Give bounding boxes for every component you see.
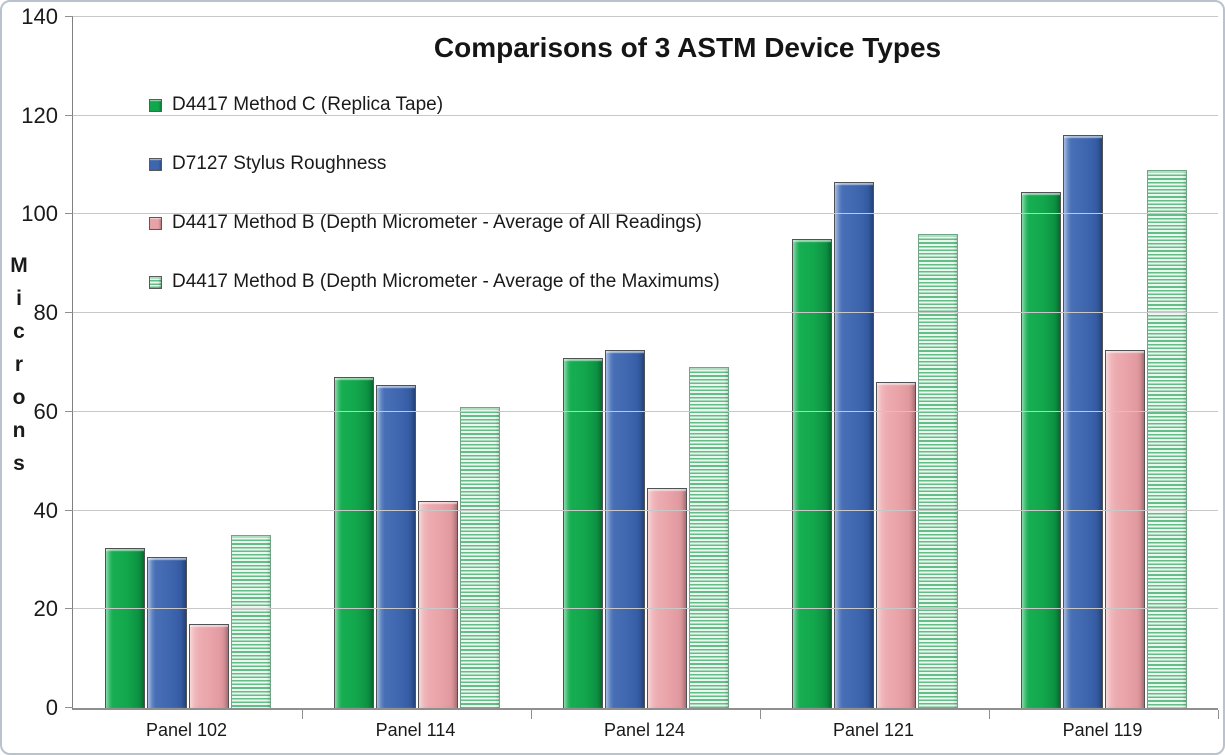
y-tick-label: 120 bbox=[21, 102, 58, 128]
x-tick-mark bbox=[302, 710, 303, 719]
y-tick-mark bbox=[65, 707, 73, 708]
y-tick-label: 60 bbox=[33, 398, 58, 424]
legend-swatch bbox=[149, 98, 162, 112]
x-tick-mark bbox=[760, 710, 761, 719]
y-axis-labels: 0 20 40 60 80 100 120 140 bbox=[2, 6, 58, 719]
legend-label: D4417 Method C (Replica Tape) bbox=[172, 94, 444, 115]
bar bbox=[791, 239, 832, 708]
bar bbox=[1104, 350, 1145, 708]
y-axis-title: M i c r o n s bbox=[10, 254, 28, 475]
x-category-label: Panel 102 bbox=[145, 720, 228, 740]
y-tick-mark bbox=[65, 312, 73, 314]
bar bbox=[646, 488, 687, 708]
legend-label: D7127 Stylus Roughness bbox=[172, 153, 387, 174]
bar bbox=[146, 557, 187, 708]
y-tick-mark bbox=[65, 509, 73, 511]
legend-row: D4417 Method B (Depth Micrometer - Avera… bbox=[149, 212, 720, 233]
y-tick-mark bbox=[65, 114, 73, 116]
x-tick-mark bbox=[1218, 710, 1219, 719]
y-tick-label: 0 bbox=[45, 695, 58, 720]
x-category-label: Panel 119 bbox=[1062, 720, 1143, 740]
gridline bbox=[73, 114, 1218, 116]
bar bbox=[688, 367, 729, 708]
y-tick-mark bbox=[65, 213, 73, 215]
bar bbox=[1146, 170, 1187, 708]
bar bbox=[1020, 192, 1061, 708]
legend-row: D4417 Method B (Depth Micrometer - Avera… bbox=[149, 271, 720, 292]
x-category-label: Panel 114 bbox=[375, 720, 456, 740]
bar bbox=[875, 382, 916, 708]
legend-swatch bbox=[149, 216, 162, 230]
y-tick-label: 140 bbox=[21, 4, 58, 29]
y-tick-label: 100 bbox=[21, 201, 58, 227]
bar bbox=[917, 234, 958, 708]
bar bbox=[104, 547, 145, 708]
gridline bbox=[73, 213, 1218, 215]
bar bbox=[417, 500, 458, 708]
x-tick-mark bbox=[989, 710, 990, 719]
bar-group bbox=[989, 17, 1218, 708]
bar-group bbox=[73, 17, 302, 708]
gridline bbox=[73, 410, 1218, 412]
bar-group bbox=[302, 17, 531, 708]
bar bbox=[333, 377, 374, 708]
x-category-label: Panel 124 bbox=[603, 720, 686, 740]
bar-group bbox=[760, 17, 989, 708]
legend-label: D4417 Method B (Depth Micrometer - Avera… bbox=[172, 271, 720, 292]
gridline bbox=[73, 608, 1218, 610]
y-tick-label: 20 bbox=[33, 596, 58, 622]
legend-row: D7127 Stylus Roughness bbox=[149, 153, 720, 174]
gridline bbox=[73, 509, 1218, 511]
bar bbox=[375, 384, 416, 708]
y-tick-mark bbox=[65, 410, 73, 412]
legend: D4417 Method C (Replica Tape) D7127 Stylu… bbox=[149, 94, 720, 292]
bar bbox=[459, 406, 500, 708]
gridline bbox=[73, 16, 1218, 17]
bar-groups bbox=[73, 17, 1218, 708]
bar bbox=[1062, 135, 1103, 708]
x-axis-labels: Panel 102 Panel 114 Panel 124 Panel 121 Pane… bbox=[72, 720, 1217, 741]
bar-group bbox=[531, 17, 760, 708]
y-tick-label: 80 bbox=[33, 300, 58, 326]
legend-swatch bbox=[149, 275, 162, 289]
bar bbox=[604, 350, 645, 708]
legend-row: D4417 Method C (Replica Tape) bbox=[149, 94, 720, 115]
x-category-label: Panel 121 bbox=[832, 720, 915, 740]
x-tick-mark bbox=[531, 710, 532, 719]
legend-swatch bbox=[149, 157, 162, 171]
plot-area bbox=[65, 16, 1219, 719]
gridline bbox=[73, 312, 1218, 314]
y-tick-mark bbox=[65, 608, 73, 610]
y-tick-label: 40 bbox=[33, 497, 58, 523]
bar bbox=[230, 535, 271, 708]
y-tick-mark bbox=[65, 16, 73, 17]
legend-label: D4417 Method B (Depth Micrometer - Avera… bbox=[172, 212, 702, 233]
bar bbox=[833, 182, 874, 708]
bar bbox=[562, 357, 603, 708]
bar bbox=[188, 624, 229, 708]
chart-title: Comparisons of 3 ASTM Device Types bbox=[433, 32, 942, 63]
